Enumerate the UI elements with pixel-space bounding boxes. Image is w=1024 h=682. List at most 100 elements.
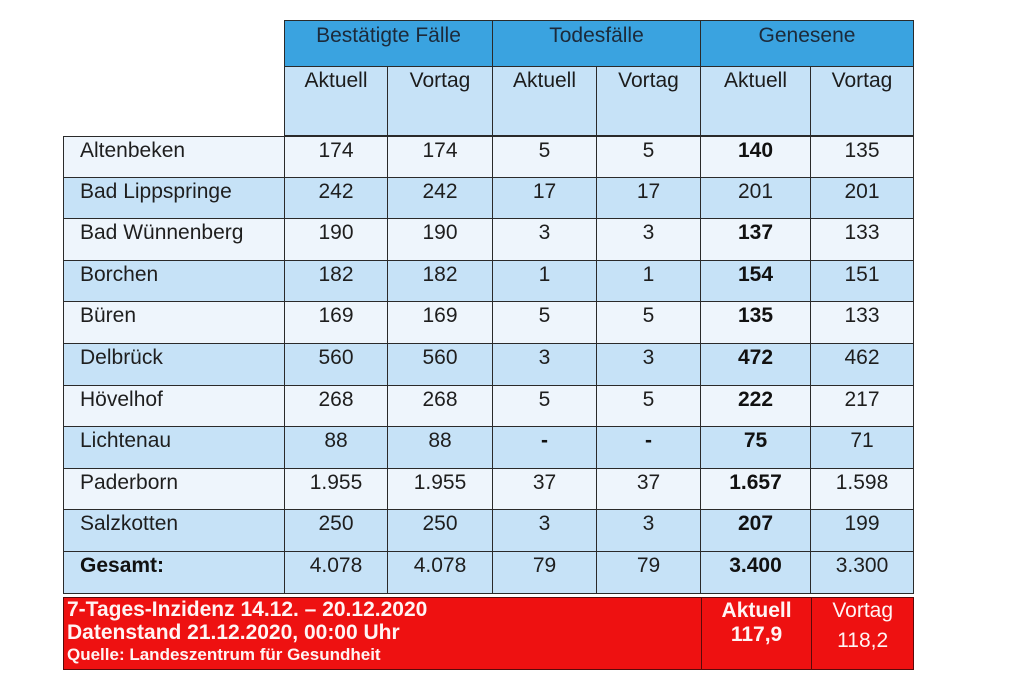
confirmed-previous: 88 bbox=[387, 427, 492, 468]
data-source: Quelle: Landeszentrum für Gesundheit bbox=[67, 645, 381, 664]
confirmed-previous: 169 bbox=[387, 302, 492, 343]
recovered-current: 1.657 bbox=[700, 468, 810, 510]
deaths-previous: 3 bbox=[596, 219, 700, 260]
recovered-current-total: 3.400 bbox=[700, 551, 810, 593]
recovered-current: 154 bbox=[700, 260, 810, 302]
confirmed-previous: 268 bbox=[387, 385, 492, 427]
table-row: Altenbeken 174 174 5 5 140 135 bbox=[63, 136, 914, 178]
recovered-current: 472 bbox=[700, 343, 810, 385]
municipality-name: Lichtenau bbox=[63, 427, 284, 468]
confirmed-current: 242 bbox=[284, 177, 387, 219]
table-row: Paderborn 1.955 1.955 37 37 1.657 1.598 bbox=[63, 468, 914, 511]
incidence-previous-value: 118,2 bbox=[837, 629, 889, 652]
recovered-previous: 151 bbox=[810, 260, 914, 302]
confirmed-previous: 250 bbox=[387, 510, 492, 551]
confirmed-current: 169 bbox=[284, 302, 387, 343]
municipality-name: Paderborn bbox=[63, 468, 284, 510]
table-row: Lichtenau 88 88 - - 75 71 bbox=[63, 427, 914, 469]
deaths-previous: 5 bbox=[596, 137, 700, 177]
deaths-current: 3 bbox=[492, 343, 596, 385]
table-row: Hövelhof 268 268 5 5 222 217 bbox=[63, 385, 914, 428]
recovered-current: 201 bbox=[700, 177, 810, 219]
subheader-confirmed-previous: Vortag bbox=[387, 67, 492, 136]
confirmed-current: 250 bbox=[284, 510, 387, 551]
recovered-previous: 71 bbox=[810, 427, 914, 468]
recovered-previous: 133 bbox=[810, 302, 914, 343]
recovered-previous: 201 bbox=[810, 177, 914, 219]
confirmed-previous: 1.955 bbox=[387, 468, 492, 510]
incidence-current: Aktuell 117,9 bbox=[700, 598, 812, 669]
recovered-previous: 462 bbox=[810, 343, 914, 385]
deaths-previous: 1 bbox=[596, 260, 700, 302]
deaths-current: 1 bbox=[492, 260, 596, 302]
deaths-previous: 3 bbox=[596, 343, 700, 385]
group-header-confirmed: Bestätigte Fälle bbox=[284, 20, 492, 67]
confirmed-current: 268 bbox=[284, 385, 387, 427]
recovered-current: 137 bbox=[700, 219, 810, 260]
recovered-previous: 133 bbox=[810, 219, 914, 260]
municipality-name: Büren bbox=[63, 302, 284, 343]
deaths-previous: 5 bbox=[596, 385, 700, 427]
table-body: Altenbeken 174 174 5 5 140 135 Bad Lipps… bbox=[63, 136, 914, 594]
recovered-previous: 217 bbox=[810, 385, 914, 427]
municipality-name: Altenbeken bbox=[63, 137, 284, 177]
recovered-current: 75 bbox=[700, 427, 810, 468]
group-header-row: Bestätigte Fälle Todesfälle Genesene bbox=[284, 20, 914, 67]
deaths-current: - bbox=[492, 427, 596, 468]
subheader-row: Aktuell Vortag Aktuell Vortag Aktuell Vo… bbox=[284, 67, 914, 136]
recovered-previous: 1.598 bbox=[810, 468, 914, 510]
recovered-previous: 135 bbox=[810, 137, 914, 177]
deaths-previous-total: 79 bbox=[596, 551, 700, 593]
deaths-current: 17 bbox=[492, 177, 596, 219]
deaths-previous: 5 bbox=[596, 302, 700, 343]
municipality-name: Bad Lippspringe bbox=[63, 177, 284, 219]
deaths-current: 37 bbox=[492, 468, 596, 510]
subheader-deaths-previous: Vortag bbox=[596, 67, 700, 136]
subheader-recovered-previous: Vortag bbox=[810, 67, 914, 136]
deaths-previous: 3 bbox=[596, 510, 700, 551]
recovered-previous-total: 3.300 bbox=[810, 551, 914, 593]
subheader-deaths-current: Aktuell bbox=[492, 67, 596, 136]
confirmed-current: 190 bbox=[284, 219, 387, 260]
recovered-previous: 199 bbox=[810, 510, 914, 551]
data-timestamp: Datenstand 21.12.2020, 00:00 Uhr bbox=[67, 621, 400, 644]
recovered-current: 207 bbox=[700, 510, 810, 551]
table-row: Bad Lippspringe 242 242 17 17 201 201 bbox=[63, 177, 914, 220]
confirmed-current: 88 bbox=[284, 427, 387, 468]
confirmed-current: 1.955 bbox=[284, 468, 387, 510]
confirmed-current: 560 bbox=[284, 343, 387, 385]
confirmed-current-total: 4.078 bbox=[284, 551, 387, 593]
incidence-footer: 7-Tages-Inzidenz 14.12. – 20.12.2020 Dat… bbox=[63, 597, 914, 670]
recovered-current: 135 bbox=[700, 302, 810, 343]
recovered-current: 140 bbox=[700, 137, 810, 177]
confirmed-previous: 560 bbox=[387, 343, 492, 385]
deaths-current: 5 bbox=[492, 137, 596, 177]
deaths-previous: 17 bbox=[596, 177, 700, 219]
municipality-name: Hövelhof bbox=[63, 385, 284, 427]
deaths-current: 3 bbox=[492, 219, 596, 260]
deaths-current: 5 bbox=[492, 385, 596, 427]
group-header-deaths: Todesfälle bbox=[492, 20, 700, 67]
deaths-current: 5 bbox=[492, 302, 596, 343]
subheader-confirmed-current: Aktuell bbox=[284, 67, 387, 136]
municipality-name: Delbrück bbox=[63, 343, 284, 385]
municipality-name: Bad Wünnenberg bbox=[63, 219, 284, 260]
deaths-previous: - bbox=[596, 427, 700, 468]
confirmed-previous: 242 bbox=[387, 177, 492, 219]
table-row: Salzkotten 250 250 3 3 207 199 bbox=[63, 510, 914, 552]
total-label: Gesamt: bbox=[63, 551, 284, 593]
table-row: Delbrück 560 560 3 3 472 462 bbox=[63, 343, 914, 386]
confirmed-previous-total: 4.078 bbox=[387, 551, 492, 593]
group-header-recovered: Genesene bbox=[700, 20, 914, 67]
deaths-previous: 37 bbox=[596, 468, 700, 510]
confirmed-previous: 182 bbox=[387, 260, 492, 302]
incidence-period: 7-Tages-Inzidenz 14.12. – 20.12.2020 bbox=[67, 598, 428, 621]
recovered-current: 222 bbox=[700, 385, 810, 427]
confirmed-current: 182 bbox=[284, 260, 387, 302]
table-row: Büren 169 169 5 5 135 133 bbox=[63, 302, 914, 344]
incidence-current-label: Aktuell bbox=[721, 599, 792, 622]
incidence-current-value: 117,9 bbox=[730, 623, 783, 646]
confirmed-previous: 190 bbox=[387, 219, 492, 260]
total-row: Gesamt: 4.078 4.078 79 79 3.400 3.300 bbox=[63, 551, 914, 594]
table-row: Bad Wünnenberg 190 190 3 3 137 133 bbox=[63, 219, 914, 261]
